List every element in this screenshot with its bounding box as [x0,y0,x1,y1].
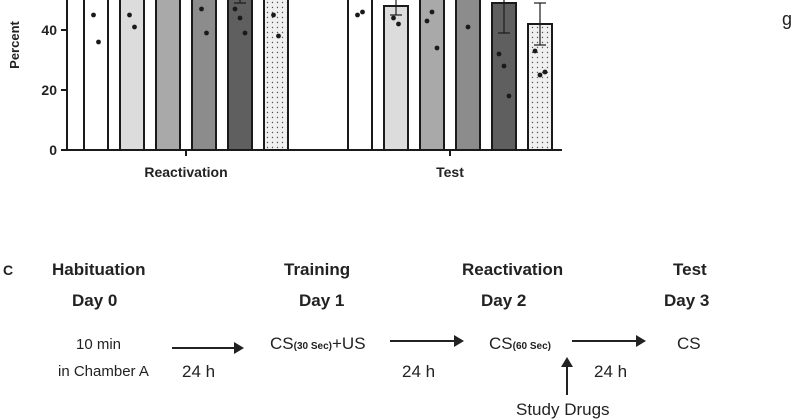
reactivation-protocol: CS(60 Sec) [489,334,551,354]
data-point [276,33,281,39]
reactivation-title: Reactivation [462,260,564,279]
data-point [242,30,248,36]
bar [191,0,217,151]
data-point [355,12,360,18]
arrow-1 [172,342,244,354]
data-point [232,6,238,12]
right-edge-text: g [782,9,792,29]
bar [383,5,409,151]
data-point [434,45,440,51]
y-tick-label: 40 [41,22,57,38]
test-day: Day 3 [664,291,710,310]
data-point [360,9,365,15]
panel-label: C [3,262,14,278]
y-tick-label: 0 [49,142,57,158]
data-point [271,12,276,18]
data-point [465,24,471,30]
data-point [199,6,204,12]
y-tick-label: 20 [41,82,57,98]
data-point [127,12,132,18]
study-drugs-label: Study Drugs [516,400,610,419]
data-point [424,18,430,24]
data-point [132,24,137,30]
panel-c-timeline: C Habituation Day 0 10 min in Chamber A … [0,250,800,419]
x-tick-label: Reactivation [144,164,227,180]
bar [119,0,145,151]
bar [83,0,109,151]
data-point [96,39,101,45]
arrow-2 [390,335,464,347]
habituation-line1: 10 min [76,336,122,353]
bar [155,0,181,151]
interval-3: 24 h [594,362,628,381]
x-tick-label: Test [436,164,464,180]
data-point [496,51,502,57]
training-us: +US [331,334,366,353]
bar-chart: 0 20 40 Reactivation Test Percent g [7,0,792,180]
data-point [506,93,512,99]
training-day: Day 1 [299,291,345,310]
bar [455,0,481,151]
drug-arrow [561,357,573,395]
habituation-line2: in Chamber A [58,363,149,380]
test-cs: CS [677,334,701,353]
data-point [542,69,548,75]
data-point [204,30,209,36]
data-point [391,15,396,21]
data-point [429,9,435,15]
data-point [537,72,543,78]
data-point [91,12,96,18]
training-cs: CS [270,334,294,353]
interval-2: 24 h [402,362,436,381]
data-point [501,63,507,69]
bar [347,0,373,151]
reactivation-duration: (60 Sec) [512,341,551,352]
reactivation-day: Day 2 [481,291,527,310]
bar [227,0,253,151]
training-title: Training [284,260,351,279]
data-point [396,21,401,27]
habituation-title: Habituation [52,260,146,279]
interval-1: 24 h [182,362,216,381]
bar [419,0,445,151]
data-point [237,15,243,21]
data-point [532,48,538,54]
habituation-day: Day 0 [72,291,118,310]
arrow-3 [572,335,646,347]
training-duration: (30 Sec) [293,341,332,352]
test-title: Test [673,260,707,279]
bar [263,0,289,151]
y-axis-label: Percent [7,20,22,68]
training-protocol: CS(30 Sec)+US [270,334,366,354]
reactivation-cs: CS [489,334,513,353]
